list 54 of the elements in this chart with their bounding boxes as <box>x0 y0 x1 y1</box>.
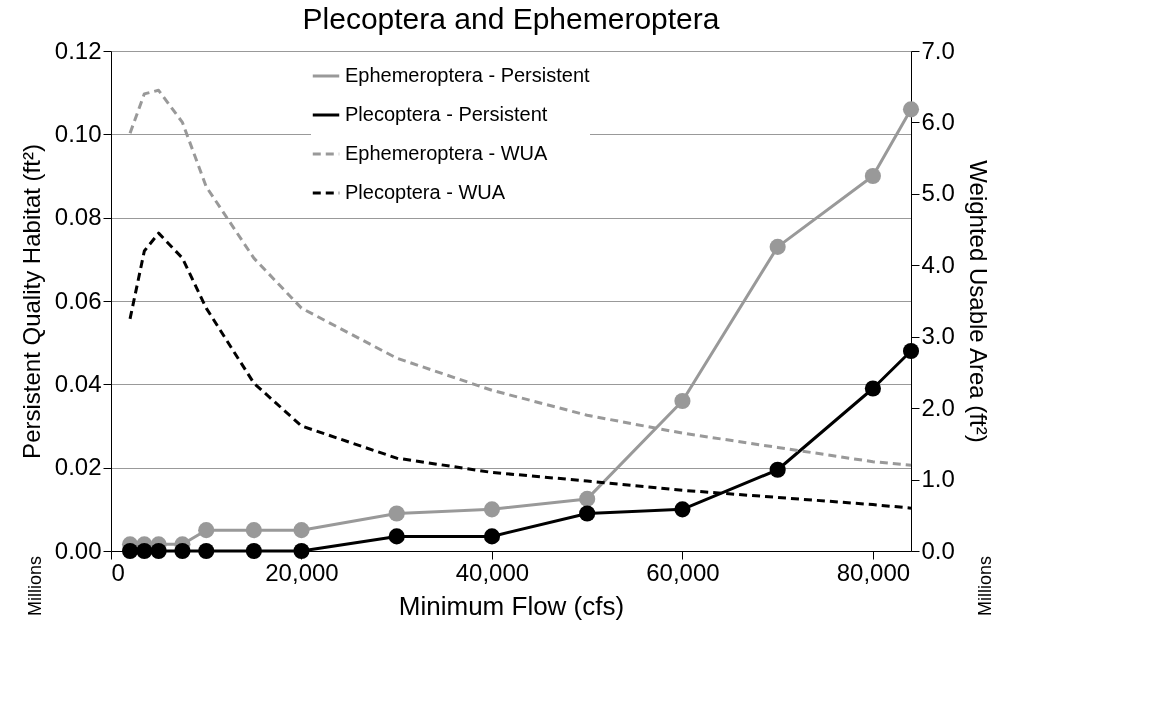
y2-tick-label: 5.0 <box>921 179 955 207</box>
point <box>245 522 262 539</box>
legend-label: Plecoptera - WUA <box>345 181 506 203</box>
point <box>483 501 501 518</box>
x-tick-label: 40,000 <box>455 558 530 586</box>
point <box>579 505 596 522</box>
y-tick-label: 0.12 <box>54 36 102 64</box>
x-tick-label: 80,000 <box>836 558 911 586</box>
point <box>150 542 167 560</box>
point <box>136 542 153 560</box>
point <box>483 528 501 545</box>
y-axis-title: Persistent Quality Habitat (ft²) <box>17 144 45 459</box>
y2-tick-label: 4.0 <box>921 250 955 278</box>
legend-label: Plecoptera - Persistent <box>345 103 548 125</box>
point <box>674 501 691 518</box>
y-tick-label: 0.06 <box>54 286 102 314</box>
y-tick-label: 0.10 <box>54 119 102 147</box>
point <box>674 392 691 410</box>
point <box>579 490 596 507</box>
point <box>902 342 920 360</box>
y-tick-label: 0.02 <box>54 453 102 481</box>
y2-tick-label: 7.0 <box>921 36 955 64</box>
y2-tick-label: 3.0 <box>921 322 955 350</box>
point <box>864 167 881 185</box>
point <box>769 461 786 478</box>
y2-axis-title: Weighted Usable Area (ft²) <box>964 160 992 443</box>
point <box>864 380 881 397</box>
point <box>198 522 215 539</box>
point <box>174 542 191 560</box>
text: Millions <box>975 555 995 617</box>
x-tick-label: 60,000 <box>646 558 720 586</box>
x-tick-label: 0 <box>111 558 125 586</box>
point <box>769 238 786 255</box>
legend-label: Ephemeroptera - WUA <box>345 142 548 164</box>
y2-tick-label: 0.0 <box>921 536 955 564</box>
x-tick-label: 20,000 <box>265 558 339 586</box>
chart-title: Plecoptera and Ephemeroptera <box>302 2 720 35</box>
point <box>388 505 405 522</box>
y2-tick-label: 2.0 <box>921 393 955 421</box>
point <box>388 528 405 545</box>
y-tick-label: 0.08 <box>54 203 102 231</box>
point <box>293 522 310 539</box>
y-tick-label: 0.04 <box>54 369 102 397</box>
x-axis-title: Minimum Flow (cfs) <box>398 590 625 621</box>
point <box>245 542 262 560</box>
point <box>121 542 139 560</box>
y2-tick-label: 1.0 <box>921 465 955 493</box>
y2-tick-label: 6.0 <box>921 107 955 135</box>
text: Millions <box>25 555 45 617</box>
point <box>293 542 310 560</box>
y-tick-label: 0.00 <box>54 536 102 564</box>
point <box>198 542 215 560</box>
legend-label: Ephemeroptera - Persistent <box>345 64 590 86</box>
point <box>902 101 920 118</box>
